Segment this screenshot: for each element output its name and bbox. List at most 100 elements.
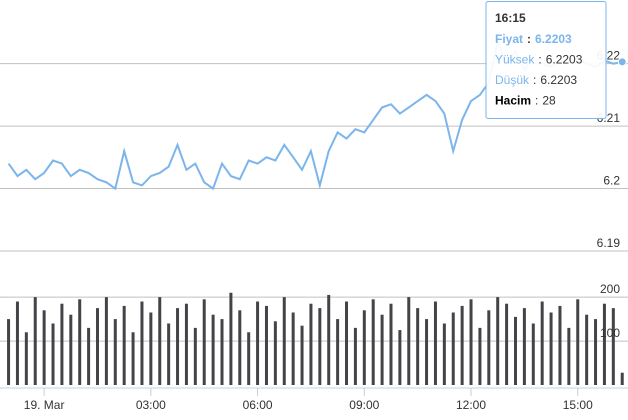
volume-bar bbox=[122, 305, 126, 385]
volume-bar bbox=[264, 305, 268, 385]
x-tick-label: 12:00 bbox=[456, 398, 486, 412]
y-tick-label: 200 bbox=[600, 282, 620, 296]
volume-bar bbox=[113, 319, 117, 385]
volume-bar bbox=[469, 299, 473, 385]
volume-bar bbox=[24, 332, 28, 385]
x-tick-label: 15:00 bbox=[563, 398, 593, 412]
hover-marker bbox=[617, 57, 627, 67]
volume-bar bbox=[389, 303, 393, 385]
volume-bar bbox=[549, 312, 553, 385]
volume-bar bbox=[60, 303, 64, 385]
volume-bar bbox=[505, 303, 509, 385]
y-tick-label: 100 bbox=[600, 326, 620, 340]
x-tick-label: 06:00 bbox=[243, 398, 273, 412]
volume-bar bbox=[540, 301, 544, 385]
volume-bar bbox=[15, 301, 19, 385]
tooltip-row: Düşük:6.2203 bbox=[495, 73, 577, 87]
tooltip-time: 16:15 bbox=[495, 11, 526, 25]
volume-bar bbox=[229, 292, 233, 385]
volume-bar bbox=[238, 310, 242, 385]
volume-bar bbox=[594, 319, 598, 385]
volume-bar bbox=[576, 299, 580, 385]
volume-bar bbox=[620, 372, 624, 385]
tooltip-separator: : bbox=[527, 32, 531, 46]
volume-bar bbox=[371, 299, 375, 385]
volume-bar bbox=[282, 297, 286, 385]
volume-bar bbox=[362, 310, 366, 385]
volume-bar bbox=[496, 297, 500, 385]
volume-bar bbox=[176, 308, 180, 385]
volume-bar bbox=[478, 327, 482, 385]
tooltip-label: Düşük bbox=[495, 73, 530, 87]
volume-bar bbox=[416, 308, 420, 385]
volume-bar bbox=[380, 314, 384, 385]
volume-bar bbox=[193, 327, 197, 385]
volume-bar bbox=[220, 319, 224, 385]
volume-bar bbox=[451, 312, 455, 385]
tooltip-row: Yüksek:6.2203 bbox=[495, 53, 583, 67]
volume-bar bbox=[184, 303, 188, 385]
volume-bar bbox=[558, 305, 562, 385]
tooltip-value: 6.2203 bbox=[535, 32, 572, 46]
tooltip-separator: : bbox=[535, 94, 538, 108]
volume-bar bbox=[336, 319, 340, 385]
volume-bar bbox=[140, 301, 144, 385]
volume-bar bbox=[247, 332, 251, 385]
tooltip-value: 6.2203 bbox=[540, 73, 577, 87]
volume-bar bbox=[158, 297, 162, 385]
volume-bar bbox=[585, 314, 589, 385]
tooltip-value: 6.2203 bbox=[546, 53, 583, 67]
volume-bar bbox=[291, 312, 295, 385]
tooltip-label: Hacim bbox=[495, 94, 531, 108]
volume-bar bbox=[33, 297, 37, 385]
volume-bar bbox=[309, 303, 313, 385]
volume-bar bbox=[42, 310, 46, 385]
tooltip-separator: : bbox=[538, 53, 541, 67]
volume-bar bbox=[567, 327, 571, 385]
volume-bar bbox=[300, 325, 304, 385]
volume-bar bbox=[353, 327, 357, 385]
volume-bar bbox=[487, 310, 491, 385]
tooltip-row: Hacim:28 bbox=[495, 94, 556, 108]
volume-bar bbox=[602, 303, 606, 385]
volume-bar bbox=[104, 297, 108, 385]
volume-bar bbox=[273, 321, 277, 385]
tooltip-box bbox=[485, 1, 607, 119]
volume-bar bbox=[7, 319, 11, 385]
tooltip-value: 28 bbox=[542, 94, 556, 108]
volume-bar bbox=[522, 308, 526, 385]
tooltip-label: Fiyat bbox=[495, 32, 523, 46]
volume-bar bbox=[87, 327, 91, 385]
tooltip-row: Fiyat:6.2203 bbox=[495, 32, 572, 46]
volume-bar bbox=[611, 308, 615, 385]
volume-bar bbox=[425, 319, 429, 385]
volume-bar bbox=[513, 316, 517, 385]
volume-bar bbox=[442, 323, 446, 385]
tooltip: 16:15Fiyat:6.2203Yüksek:6.2203Düşük:6.22… bbox=[485, 1, 607, 119]
volume-bar bbox=[95, 308, 99, 385]
volume-bar bbox=[327, 294, 331, 385]
y-tick-label: 6.19 bbox=[597, 236, 621, 250]
volume-bar bbox=[51, 323, 55, 385]
volume-bar bbox=[131, 332, 135, 385]
volume-bar bbox=[318, 308, 322, 385]
x-tick-label: 19. Mar bbox=[24, 398, 65, 412]
volume-bar bbox=[69, 314, 73, 385]
volume-bar bbox=[531, 323, 535, 385]
x-tick-label: 09:00 bbox=[349, 398, 379, 412]
volume-bar bbox=[256, 301, 260, 385]
tooltip-separator: : bbox=[533, 73, 536, 87]
volume-bar bbox=[167, 323, 171, 385]
tooltip-label: Yüksek bbox=[495, 53, 535, 67]
y-tick-label: 6.2 bbox=[603, 174, 620, 188]
volume-bar bbox=[149, 312, 153, 385]
volume-bar bbox=[78, 299, 82, 385]
volume-bar bbox=[202, 299, 206, 385]
volume-bar bbox=[211, 314, 215, 385]
volume-bar bbox=[407, 297, 411, 385]
volume-bar bbox=[345, 301, 349, 385]
volume-bar bbox=[460, 305, 464, 385]
x-tick-label: 03:00 bbox=[136, 398, 166, 412]
volume-bar bbox=[433, 301, 437, 385]
